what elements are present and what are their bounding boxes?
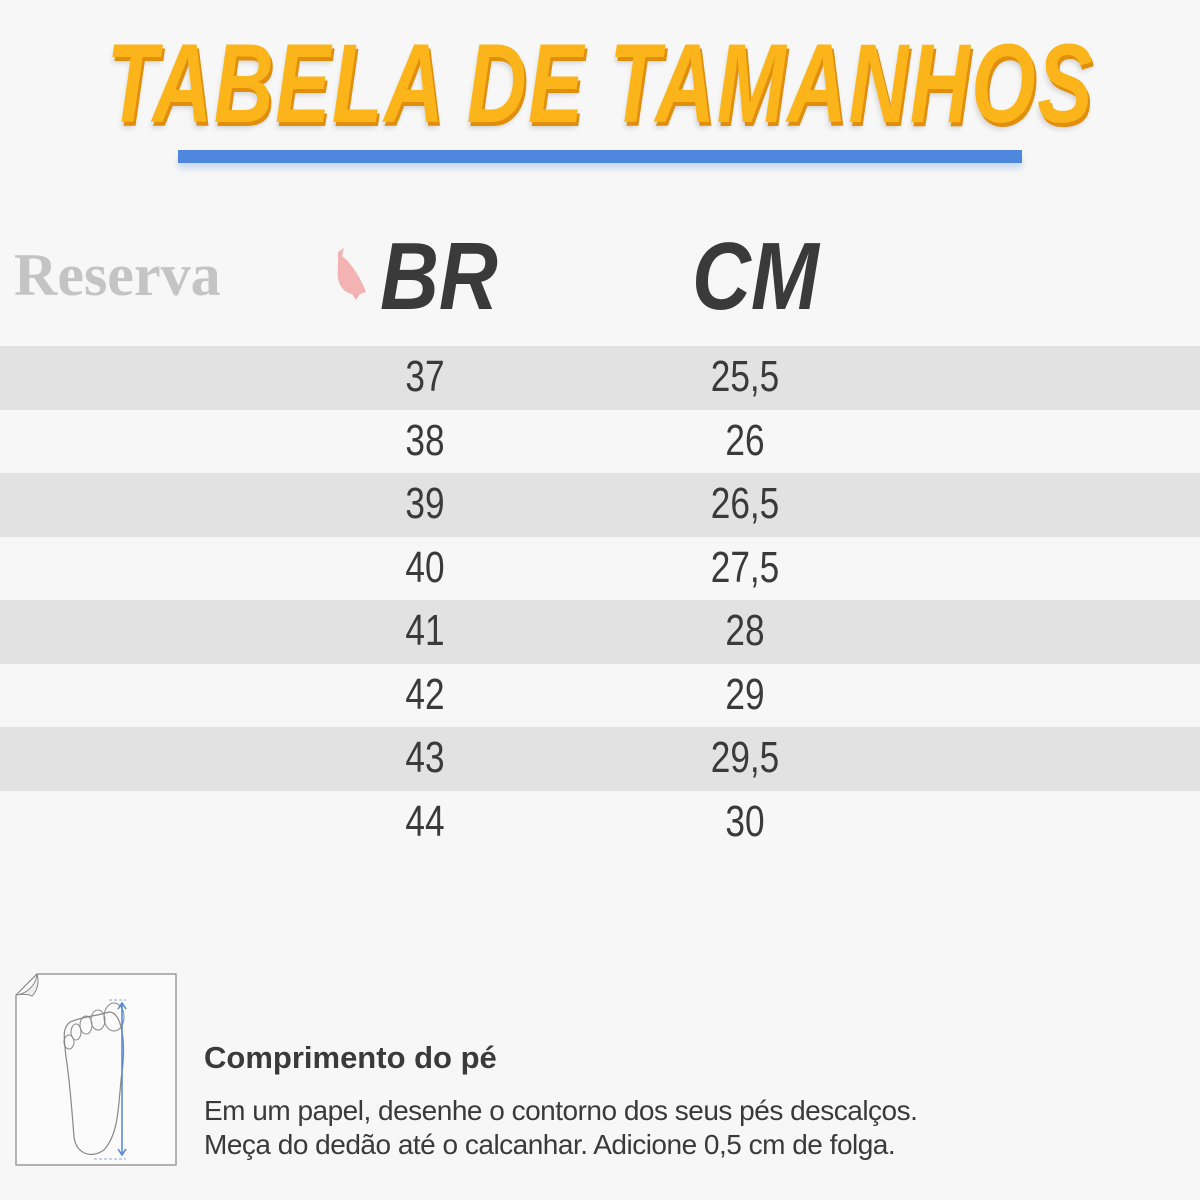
size-table: 37 25,5 38 26 39 26,5 40 27,5 41 28 42 29 43 29,5 44 30 [0,346,1200,854]
cell-br: 43 [405,733,445,782]
cell-cm: 28 [725,606,765,655]
cell-br: 38 [405,415,445,465]
cell-br: 42 [405,669,445,719]
foot-on-paper-icon [15,973,177,1166]
table-row: 38 26 [0,410,1200,474]
column-header-br: BR [380,223,498,330]
cell-cm: 29,5 [710,733,780,782]
instructions-line-2: Meça do dedão até o calcanhar. Adicione … [204,1129,896,1160]
instructions-title: Comprimento do pé [204,1040,497,1075]
instructions-line-1: Em um papel, desenhe o contorno dos seus… [204,1095,918,1126]
cell-cm: 30 [725,796,765,846]
table-row: 44 30 [0,791,1200,855]
table-row: 39 26,5 [0,473,1200,537]
cell-cm: 29 [725,669,765,719]
cell-cm: 26,5 [710,479,780,528]
title-underline [178,150,1022,163]
cell-br: 39 [405,479,445,528]
cell-br: 44 [405,796,445,846]
cell-cm: 27,5 [710,542,780,592]
table-row: 43 29,5 [0,727,1200,791]
brand-logo: Reserva [14,242,221,308]
cell-cm: 26 [725,415,765,465]
table-row: 41 28 [0,600,1200,664]
table-row: 42 29 [0,664,1200,728]
bird-logo-icon [337,248,366,300]
column-header-cm: CM [692,223,819,330]
cell-cm: 25,5 [710,352,780,401]
cell-br: 37 [405,352,445,401]
cell-br: 40 [405,542,445,592]
cell-br: 41 [405,606,445,655]
title-container: TABELA DE TAMANHOS [0,24,1200,144]
table-row: 37 25,5 [0,346,1200,410]
page-title: TABELA DE TAMANHOS [106,21,1094,146]
table-row: 40 27,5 [0,537,1200,601]
instructions-text: Em um papel, desenhe o contorno dos seus… [204,1094,918,1162]
